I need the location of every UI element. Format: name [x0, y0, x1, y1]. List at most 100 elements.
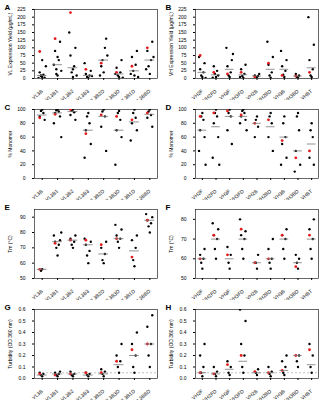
- svg-text:Turbidity (OD 360 nm): Turbidity (OD 360 nm): [7, 319, 13, 369]
- svg-text:VH Expression Yield (μg/mL): VH Expression Yield (μg/mL): [168, 12, 174, 76]
- svg-text:Tm (°C): Tm (°C): [7, 235, 13, 253]
- svg-text:80: 80: [181, 216, 187, 222]
- svg-text:VL3B1: VL3B1: [44, 88, 60, 100]
- svg-text:VH3FD: VH3FD: [229, 188, 246, 200]
- svg-text:0: 0: [184, 75, 187, 81]
- svg-text:% Monomer: % Monomer: [7, 130, 13, 157]
- svg-text:75: 75: [181, 52, 187, 58]
- svg-text:75: 75: [20, 52, 26, 58]
- svg-text:VL3B: VL3B: [31, 188, 45, 200]
- svg-text:VHBT: VHBT: [299, 188, 313, 200]
- svg-text:VH2BD: VH2BD: [256, 388, 273, 400]
- svg-text:VH3BD: VH3BD: [283, 188, 300, 200]
- svg-text:0: 0: [23, 175, 26, 181]
- svg-text:50: 50: [181, 60, 187, 66]
- svg-text:VH3BD: VH3BD: [283, 388, 300, 400]
- svg-text:20: 20: [181, 161, 187, 167]
- svg-text:0.6: 0.6: [180, 306, 187, 312]
- svg-text:VH2BD: VH2BD: [256, 288, 273, 300]
- svg-text:0.1: 0.1: [19, 364, 26, 370]
- svg-text:0.0: 0.0: [19, 375, 26, 381]
- svg-text:0: 0: [184, 175, 187, 181]
- svg-text:60: 60: [181, 255, 187, 261]
- svg-text:0.6: 0.6: [19, 306, 26, 312]
- svg-text:225: 225: [17, 6, 26, 12]
- svg-text:VH3BD: VH3BD: [283, 88, 300, 100]
- svg-text:F: F: [166, 203, 171, 212]
- svg-text:0.0: 0.0: [180, 375, 187, 381]
- svg-text:B: B: [166, 3, 172, 12]
- svg-text:VL3B2D: VL3B2D: [87, 88, 105, 100]
- svg-text:40: 40: [181, 148, 187, 154]
- svg-text:VL3B1D: VL3B1D: [118, 188, 136, 200]
- svg-text:VH2FD: VH2FD: [201, 288, 218, 300]
- svg-text:VL3B1: VL3B1: [44, 288, 60, 300]
- svg-text:VL3BBD: VL3BBD: [133, 288, 152, 300]
- svg-text:VL3B3D: VL3B3D: [103, 88, 121, 100]
- svg-text:0.3: 0.3: [19, 341, 26, 347]
- svg-text:0.2: 0.2: [19, 352, 26, 358]
- svg-text:VL3B2D: VL3B2D: [87, 388, 105, 400]
- svg-text:VL3B2: VL3B2: [59, 188, 75, 200]
- svg-text:VL3B: VL3B: [31, 88, 45, 100]
- svg-text:VL3B: VL3B: [31, 288, 45, 300]
- svg-text:125: 125: [178, 37, 187, 43]
- svg-text:VL3B3D: VL3B3D: [103, 388, 121, 400]
- svg-text:% Monomer: % Monomer: [168, 130, 174, 157]
- svg-text:0.1: 0.1: [180, 364, 187, 370]
- svg-text:100: 100: [178, 44, 187, 50]
- svg-text:VL3B1D: VL3B1D: [118, 88, 136, 100]
- svg-text:90: 90: [20, 214, 26, 220]
- svg-text:VL3B2: VL3B2: [59, 88, 75, 100]
- svg-text:VHBT: VHBT: [299, 288, 313, 300]
- svg-text:200: 200: [178, 14, 187, 20]
- svg-text:80: 80: [20, 229, 26, 235]
- svg-text:150: 150: [17, 29, 26, 35]
- svg-text:VL3B1D: VL3B1D: [118, 388, 136, 400]
- svg-text:VHBT: VHBT: [299, 88, 313, 100]
- svg-text:G: G: [5, 303, 11, 312]
- svg-text:VL3B2: VL3B2: [59, 288, 75, 300]
- svg-text:60: 60: [181, 134, 187, 140]
- svg-text:VL3B2: VL3B2: [59, 388, 75, 400]
- svg-text:200: 200: [17, 14, 26, 20]
- svg-text:VL Expression Yield (μg/mL): VL Expression Yield (μg/mL): [7, 12, 13, 75]
- svg-text:VH2FD: VH2FD: [201, 388, 218, 400]
- svg-text:80: 80: [181, 120, 187, 126]
- svg-text:VL3B: VL3B: [31, 388, 45, 400]
- svg-text:60: 60: [20, 134, 26, 140]
- svg-text:VL3BBD: VL3BBD: [133, 388, 152, 400]
- svg-text:70: 70: [20, 244, 26, 250]
- svg-text:VL3BBD: VL3BBD: [133, 188, 152, 200]
- svg-text:VL3BBD: VL3BBD: [133, 88, 152, 100]
- svg-text:225: 225: [178, 6, 187, 12]
- svg-text:H: H: [166, 303, 172, 312]
- svg-text:Turbidity (OD 360 nm): Turbidity (OD 360 nm): [168, 319, 174, 369]
- svg-text:80: 80: [20, 120, 26, 126]
- svg-text:VL3B3D: VL3B3D: [103, 288, 121, 300]
- svg-text:VH3BD: VH3BD: [283, 288, 300, 300]
- svg-text:100: 100: [17, 44, 26, 50]
- svg-text:0.2: 0.2: [180, 352, 187, 358]
- svg-text:25: 25: [20, 67, 26, 73]
- svg-text:D: D: [166, 103, 172, 112]
- svg-text:100: 100: [17, 106, 26, 112]
- svg-text:100: 100: [178, 106, 187, 112]
- svg-text:VL3B2D: VL3B2D: [87, 288, 105, 300]
- svg-text:VL3B1: VL3B1: [44, 388, 60, 400]
- svg-text:VH3FD: VH3FD: [229, 388, 246, 400]
- svg-text:70: 70: [181, 236, 187, 242]
- svg-text:0.4: 0.4: [180, 329, 187, 335]
- svg-text:VH2FD: VH2FD: [201, 188, 218, 200]
- svg-text:VL3B3D: VL3B3D: [103, 188, 121, 200]
- svg-text:A: A: [5, 3, 11, 12]
- svg-text:0.4: 0.4: [19, 329, 26, 335]
- svg-text:0.3: 0.3: [180, 341, 187, 347]
- svg-text:VHBT: VHBT: [299, 388, 313, 400]
- svg-text:VH3FD: VH3FD: [229, 288, 246, 300]
- svg-text:VH2BD: VH2BD: [256, 188, 273, 200]
- svg-text:40: 40: [20, 148, 26, 154]
- svg-text:VH2BD: VH2BD: [256, 88, 273, 100]
- svg-text:VL3B1D: VL3B1D: [118, 288, 136, 300]
- svg-text:VH3FD: VH3FD: [229, 88, 246, 100]
